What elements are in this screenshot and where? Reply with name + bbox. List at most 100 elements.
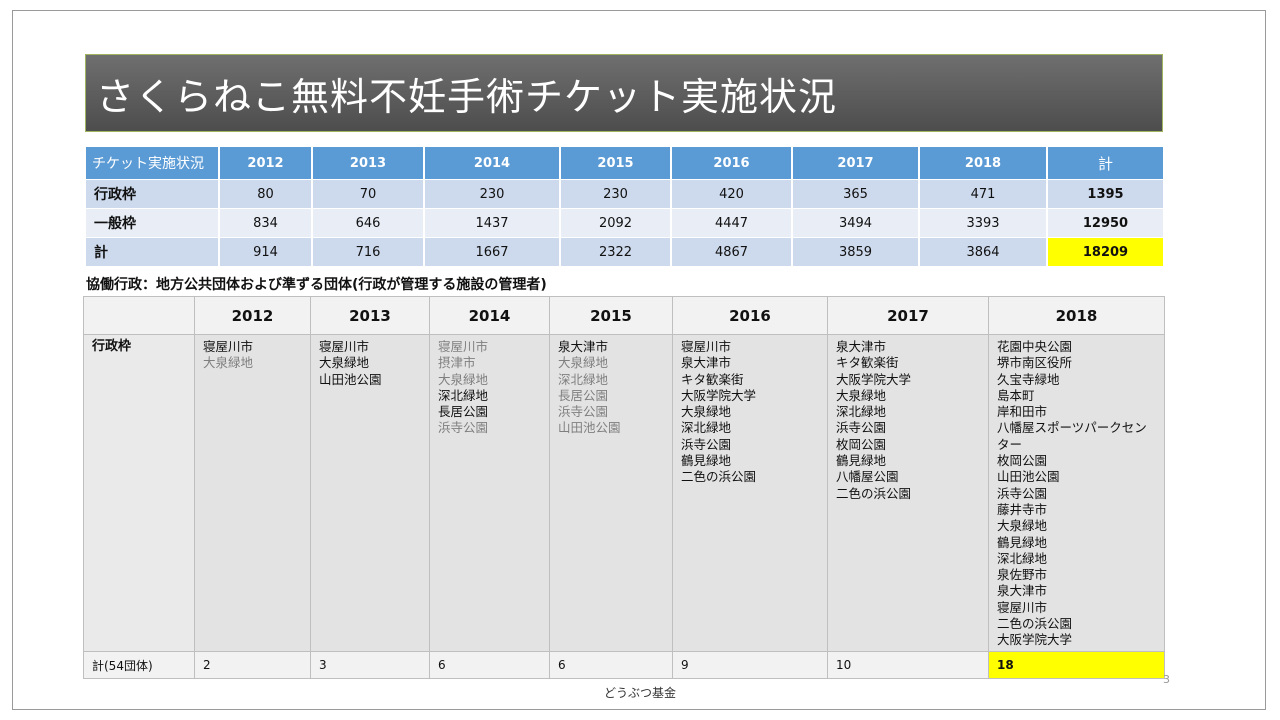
summary-row-ippan: 一般枠 834 646 1437 2092 4447 3494 3393 129… [86, 208, 1165, 238]
page-number: 3 [1163, 673, 1170, 686]
facility-name: 深北緑地 [438, 387, 489, 403]
facility-name: 深北緑地 [997, 550, 1048, 566]
facility-name: 長居公園 [558, 387, 609, 403]
facility-count: 3 [310, 651, 430, 679]
facility-name: 山田池公園 [997, 469, 1060, 485]
summary-row-label: 行政枠 [86, 179, 220, 209]
facility-name: 八幡屋スポーツパークセンター [997, 420, 1147, 452]
facility-name: 鶴見緑地 [681, 453, 732, 469]
summary-cell: 1437 [424, 208, 561, 238]
facility-name: 大泉緑地 [203, 355, 254, 371]
facility-name: 島本町 [997, 387, 1035, 403]
facility-name: 寝屋川市 [997, 599, 1048, 615]
summary-cell: 3864 [919, 237, 1048, 267]
facility-name: 浜寺公園 [558, 404, 609, 420]
summary-cell: 70 [312, 179, 425, 209]
partnership-note: 協働行政：地方公共団体および準ずる団体(行政が管理する施設の管理者) [86, 277, 547, 293]
facility-name: 大阪学院大学 [997, 632, 1073, 648]
facility-name: 花園中央公園 [997, 339, 1073, 354]
facility-count-highlight: 18 [988, 651, 1165, 679]
facilities-year-header: 2012 [194, 296, 311, 335]
facility-name: 大阪学院大学 [681, 387, 757, 403]
facility-name: 大泉緑地 [836, 387, 887, 403]
summary-cell: 4447 [671, 208, 793, 238]
facility-name: 枚岡公園 [836, 436, 887, 452]
summary-cell: 2092 [560, 208, 672, 238]
facility-name: 泉大津市 [997, 583, 1048, 599]
summary-cell: 471 [919, 179, 1048, 209]
facility-name: 山田池公園 [558, 420, 621, 436]
facility-name: 久宝寺緑地 [997, 371, 1060, 387]
facilities-corner [83, 296, 195, 335]
facility-name: 二色の浜公園 [836, 485, 912, 501]
summary-year-header: 2013 [312, 147, 425, 180]
facility-name: 二色の浜公園 [997, 616, 1073, 632]
summary-cell: 365 [792, 179, 920, 209]
facility-name: 深北緑地 [558, 371, 609, 387]
facility-count: 6 [549, 651, 673, 679]
facility-name: 深北緑地 [836, 404, 887, 420]
facility-name: 泉佐野市 [997, 567, 1048, 583]
summary-header-row: チケット実施状況 2012 2013 2014 2015 2016 2017 2… [86, 147, 1165, 180]
slide-frame [12, 10, 1266, 710]
slide-title: さくらねこ無料不妊手術チケット実施状況 [96, 74, 838, 119]
facility-name: 大泉緑地 [681, 404, 732, 420]
summary-corner-label: チケット実施状況 [86, 147, 220, 180]
facility-name: 大泉緑地 [438, 371, 489, 387]
facilities-count-row: 計(54団体) 2 3 6 6 9 10 18 [83, 651, 1165, 679]
facility-name: 二色の浜公園 [681, 469, 757, 485]
facility-name: 山田池公園 [319, 371, 382, 387]
title-bar: さくらねこ無料不妊手術チケット実施状況 [85, 54, 1163, 132]
summary-cell: 914 [219, 237, 313, 267]
facility-name: 泉大津市 [681, 355, 732, 371]
facility-name: 泉大津市 [836, 339, 887, 354]
summary-year-header: 2014 [424, 147, 561, 180]
facility-name: 鶴見緑地 [997, 534, 1048, 550]
summary-row-total: 12950 [1047, 208, 1165, 238]
facilities-table: 2012 2013 2014 2015 2016 2017 2018 行政枠 寝… [83, 296, 1165, 679]
summary-row-label: 一般枠 [86, 208, 220, 238]
ticket-summary-table: チケット実施状況 2012 2013 2014 2015 2016 2017 2… [86, 147, 1165, 267]
summary-cell: 834 [219, 208, 313, 238]
facilities-year-header: 2016 [672, 296, 828, 335]
facilities-header-row: 2012 2013 2014 2015 2016 2017 2018 [83, 296, 1165, 335]
facility-name: 浜寺公園 [438, 420, 489, 436]
facilities-names-row: 行政枠 寝屋川市 大泉緑地 寝屋川市 大泉緑地 山田池公園 寝屋川市 摂津市 大泉緑地 深北… [83, 334, 1165, 652]
summary-cell: 3393 [919, 208, 1048, 238]
summary-year-header: 2018 [919, 147, 1048, 180]
facility-list: 寝屋川市 摂津市 大泉緑地 深北緑地 長居公園 浜寺公園 [429, 334, 550, 652]
summary-cell: 80 [219, 179, 313, 209]
summary-total-header: 計 [1047, 147, 1165, 180]
facility-name: 八幡屋公園 [836, 469, 899, 485]
facilities-year-header: 2018 [988, 296, 1165, 335]
summary-cell: 230 [424, 179, 561, 209]
facility-name: 摂津市 [438, 355, 476, 371]
facility-name: 大泉緑地 [558, 355, 609, 371]
summary-cell: 1667 [424, 237, 561, 267]
summary-row-total: 計 914 716 1667 2322 4867 3859 3864 18209 [86, 237, 1165, 267]
facility-name: 大泉緑地 [319, 355, 370, 371]
facility-name: 寝屋川市 [319, 339, 370, 354]
summary-year-header: 2016 [671, 147, 793, 180]
summary-year-header: 2015 [560, 147, 672, 180]
summary-year-header: 2012 [219, 147, 313, 180]
facility-list: 寝屋川市 泉大津市 キタ歓楽街 大阪学院大学 大泉緑地 深北緑地 浜寺公園 鶴見緑地 二色の浜公… [672, 334, 828, 652]
facility-name: 大泉緑地 [997, 518, 1048, 534]
summary-cell: 716 [312, 237, 425, 267]
summary-cell: 2322 [560, 237, 672, 267]
facilities-year-header: 2017 [827, 296, 989, 335]
summary-row-label: 計 [86, 237, 220, 267]
facility-name: 浜寺公園 [997, 485, 1048, 501]
summary-grand-total: 18209 [1047, 237, 1165, 267]
facility-name: 寝屋川市 [203, 339, 254, 354]
facility-name: 岸和田市 [997, 404, 1048, 420]
summary-cell: 3859 [792, 237, 920, 267]
facility-list: 寝屋川市 大泉緑地 山田池公園 [310, 334, 430, 652]
summary-cell: 4867 [671, 237, 793, 267]
summary-row-total: 1395 [1047, 179, 1165, 209]
facility-list: 花園中央公園 堺市南区役所 久宝寺緑地 島本町 岸和田市 八幡屋スポーツパークセンター 枚岡… [988, 334, 1165, 652]
facilities-year-header: 2013 [310, 296, 430, 335]
summary-row-gyosei: 行政枠 80 70 230 230 420 365 471 1395 [86, 179, 1165, 209]
footer-org: どうぶつ基金 [603, 686, 676, 700]
facility-count: 2 [194, 651, 311, 679]
